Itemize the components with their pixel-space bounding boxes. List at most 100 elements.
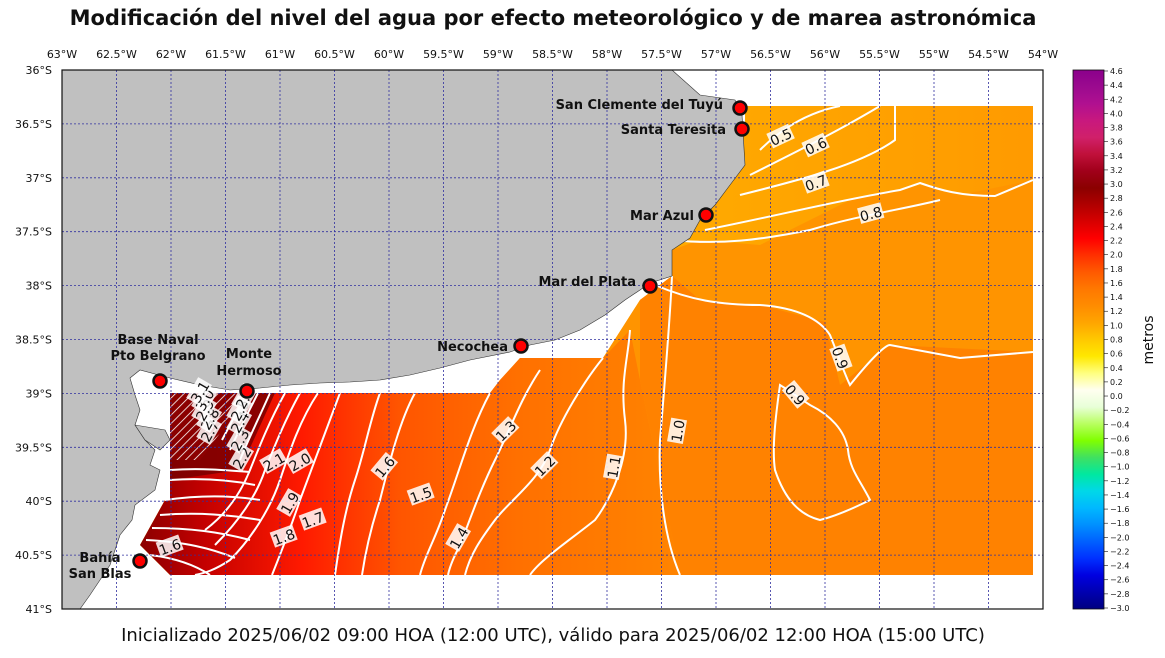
lon-tick-label: 61.5°W — [205, 48, 246, 61]
lon-tick-label: 54°W — [1028, 48, 1058, 61]
contour-label-text: 0.7 — [803, 173, 829, 196]
station-label: San Clemente del Tuyú — [556, 98, 723, 113]
contour-label: 0.8 — [857, 202, 885, 226]
lon-tick-label: 56°W — [810, 48, 840, 61]
station-label: Monte — [226, 347, 272, 362]
lon-tick-label: 61°W — [265, 48, 295, 61]
colorbar-tick-label: 2.8 — [1110, 194, 1123, 203]
lon-tick-label: 60.5°W — [314, 48, 355, 61]
lon-tick-label: 57°W — [701, 48, 731, 61]
station-marker[interactable] — [152, 373, 168, 389]
station-label: Santa Teresita — [621, 123, 726, 138]
station-marker[interactable] — [734, 121, 750, 137]
colorbar-tick-label: 1.8 — [1110, 265, 1123, 274]
colorbar-tick-label: 2.6 — [1110, 208, 1123, 217]
lat-tick-label: 37°S — [26, 172, 52, 185]
colorbar-tick-label: 4.0 — [1110, 109, 1123, 118]
colorbar-tick-label: −2.4 — [1110, 562, 1129, 571]
lon-tick-label: 55.5°W — [859, 48, 900, 61]
station-marker[interactable] — [642, 278, 658, 294]
colorbar-tick-label: −1.0 — [1110, 463, 1129, 472]
contour-label: 0.9 — [828, 343, 853, 372]
colorbar-tick-label: 3.6 — [1110, 138, 1123, 147]
land-island — [134, 424, 171, 451]
lon-tick-label: 59°W — [483, 48, 513, 61]
colorbar-tick-label: −0.4 — [1110, 420, 1129, 429]
station-label: Mar del Plata — [539, 275, 637, 290]
colorbar-tick-label: 4.4 — [1110, 81, 1123, 90]
contour-label-text: 0.8 — [858, 204, 884, 225]
colorbar-tick-label: 0.4 — [1110, 364, 1123, 373]
station-label: Hermoso — [216, 364, 281, 379]
station-marker[interactable] — [132, 553, 148, 569]
lon-tick-label: 60°W — [374, 48, 404, 61]
map-title: Modificación del nivel del agua por efec… — [69, 6, 1037, 30]
lat-tick-label: 41°S — [26, 603, 52, 616]
colorbar-tick-label: 3.2 — [1110, 166, 1123, 175]
field-south — [140, 330, 680, 575]
lat-tick-label: 38°S — [26, 280, 52, 293]
contour-label: 1.0 — [667, 417, 689, 445]
colorbar-tick-label: 2.0 — [1110, 251, 1123, 260]
contour-label: 1.6 — [155, 534, 184, 560]
colorbar-tick-label: −1.6 — [1110, 505, 1129, 514]
graticule — [62, 70, 1043, 609]
lon-tick-label: 62°W — [156, 48, 186, 61]
station-marker[interactable] — [513, 338, 529, 354]
contour-label: 1.5 — [406, 482, 435, 507]
contour-label-text: 1.0 — [669, 419, 689, 444]
colorbar-tick-label: 1.4 — [1110, 293, 1123, 302]
colorbar-tick-label: 0.8 — [1110, 336, 1123, 345]
contour-label-text: 1.8 — [271, 527, 297, 550]
validity-footer: Inicializado 2025/06/02 09:00 HOA (12:00… — [121, 625, 985, 646]
station-label: Bahía — [79, 551, 120, 566]
colorbar-tick-label: −0.8 — [1110, 449, 1129, 458]
lon-tick-label: 54.5°W — [968, 48, 1009, 61]
colorbar-tick-label: 0.0 — [1110, 392, 1123, 401]
lon-tick-label: 55°W — [919, 48, 949, 61]
lat-tick-label: 36.5°S — [15, 118, 52, 131]
colorbar-tick-label: −0.2 — [1110, 406, 1129, 415]
colorbar-tick-label: −2.8 — [1110, 590, 1129, 599]
colorbar-tick-label: −3.0 — [1110, 604, 1129, 613]
colorbar-tick-label: 1.6 — [1110, 279, 1123, 288]
station-marker[interactable] — [732, 100, 748, 116]
station-marker[interactable] — [698, 207, 714, 223]
station-label: Necochea — [437, 340, 508, 355]
colorbar-tick-label: 3.0 — [1110, 180, 1123, 189]
station-label: Mar Azul — [630, 209, 694, 224]
lon-tick-label: 58.5°W — [532, 48, 573, 61]
contour-label-text: 1.1 — [605, 455, 625, 480]
station-label: Pto Belgrano — [110, 349, 205, 364]
lon-tick-label: 62.5°W — [96, 48, 137, 61]
lon-tick-label: 56.5°W — [750, 48, 791, 61]
colorbar-tick-label: 2.4 — [1110, 222, 1123, 231]
lat-tick-label: 38.5°S — [15, 334, 52, 347]
contour-label: 1.8 — [269, 524, 298, 550]
colorbar-ticks: 4.6 4.4 4.2 4.0 3.8 3.6 3.4 3.2 3.0 2.8 2.6 2.4 2.2 2… — [1104, 67, 1129, 613]
station-marker[interactable] — [239, 383, 255, 399]
lon-tick-label: 57.5°W — [641, 48, 682, 61]
colorbar-tick-label: −1.8 — [1110, 519, 1129, 528]
contour-label-text: 1.7 — [300, 510, 326, 533]
lon-tick-label: 59.5°W — [423, 48, 464, 61]
lat-tick-label: 39.5°S — [15, 441, 52, 454]
colorbar-tick-label: −2.2 — [1110, 547, 1129, 556]
contour-label-text: 1.6 — [157, 537, 183, 560]
colorbar-bar — [1072, 69, 1105, 610]
colorbar-tick-label: 3.4 — [1110, 152, 1123, 161]
lon-tick-label: 63°W — [47, 48, 77, 61]
colorbar-tick-label: 0.2 — [1110, 378, 1123, 387]
contour-labels: 0.5 0.60.70.80.90.91.01.11.21.31.41.51.61… — [155, 123, 885, 560]
colorbar-tick-label: 1.0 — [1110, 321, 1123, 330]
colorbar-tick-label: −2.6 — [1110, 576, 1129, 585]
lat-tick-label: 36°S — [26, 64, 52, 77]
contour-label: 0.7 — [801, 170, 830, 196]
map-frame — [61, 69, 1044, 610]
stations: San Clemente del Tuyú Santa Teresita Mar A… — [69, 98, 750, 582]
colorbar-tick-label: 4.2 — [1110, 95, 1123, 104]
station-label: Base Naval — [117, 333, 198, 348]
contour-label: 1.7 — [298, 507, 327, 533]
colorbar-tick-label: 0.6 — [1110, 350, 1123, 359]
